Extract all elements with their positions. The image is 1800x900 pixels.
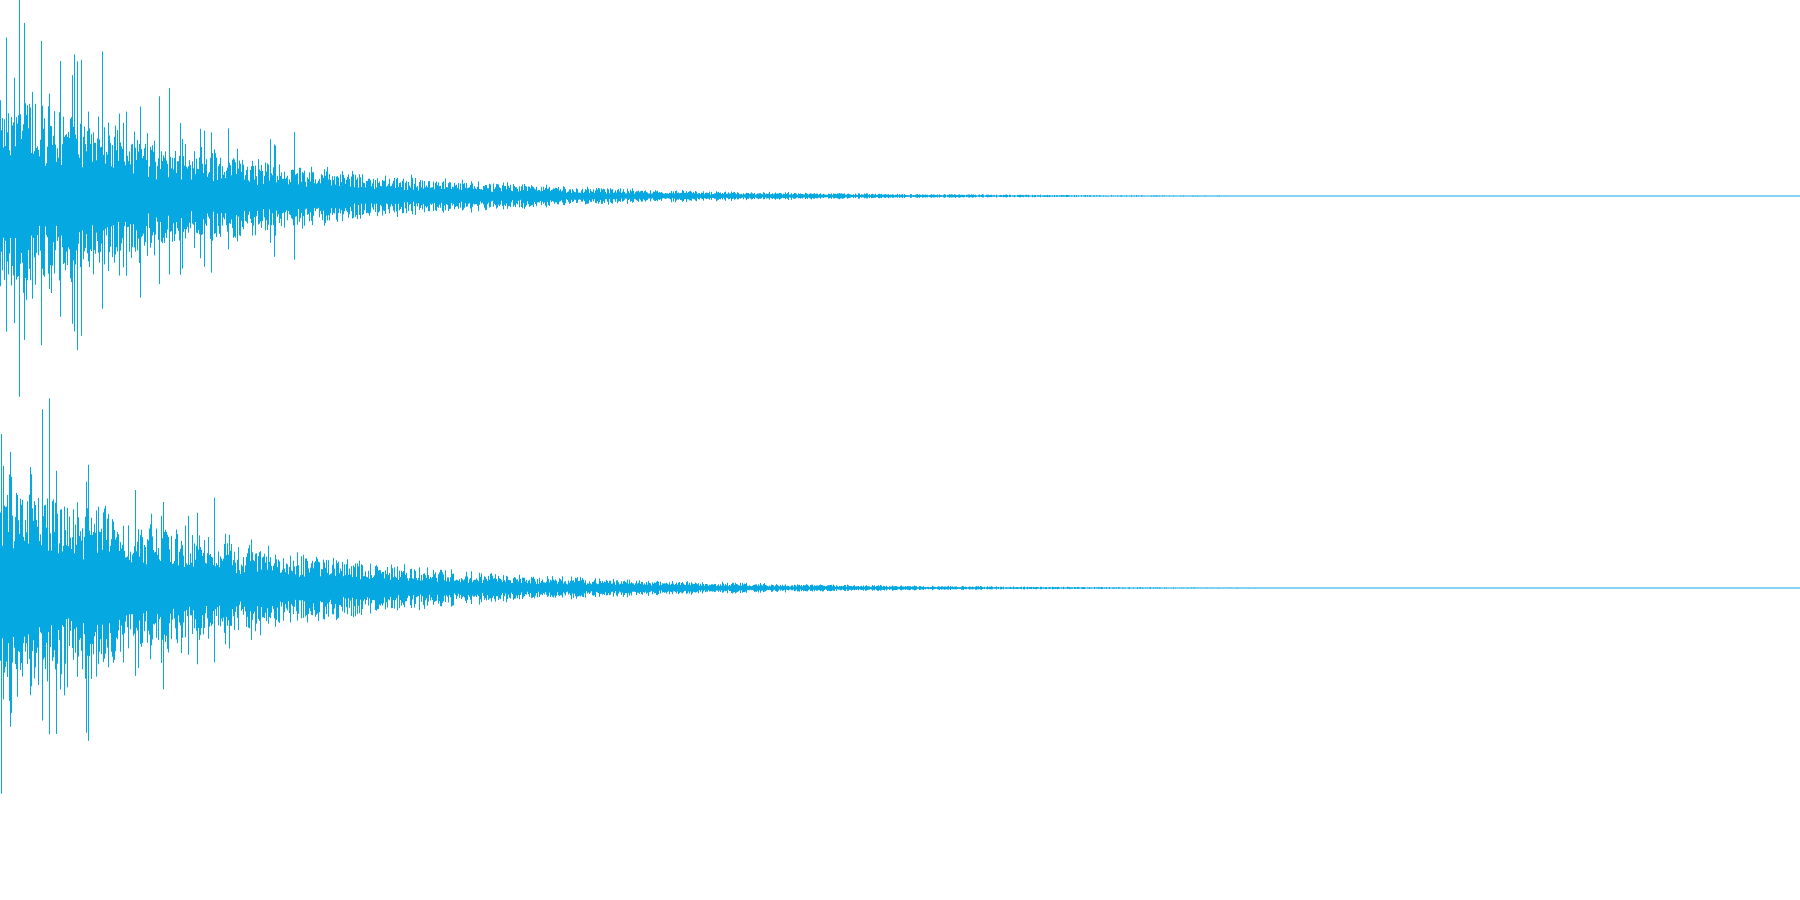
waveform-channel-2: [0, 398, 1800, 794]
waveform-trace: [0, 398, 1800, 794]
waveform-trace: [0, 0, 1800, 397]
waveform-channel-1: [0, 0, 1800, 397]
